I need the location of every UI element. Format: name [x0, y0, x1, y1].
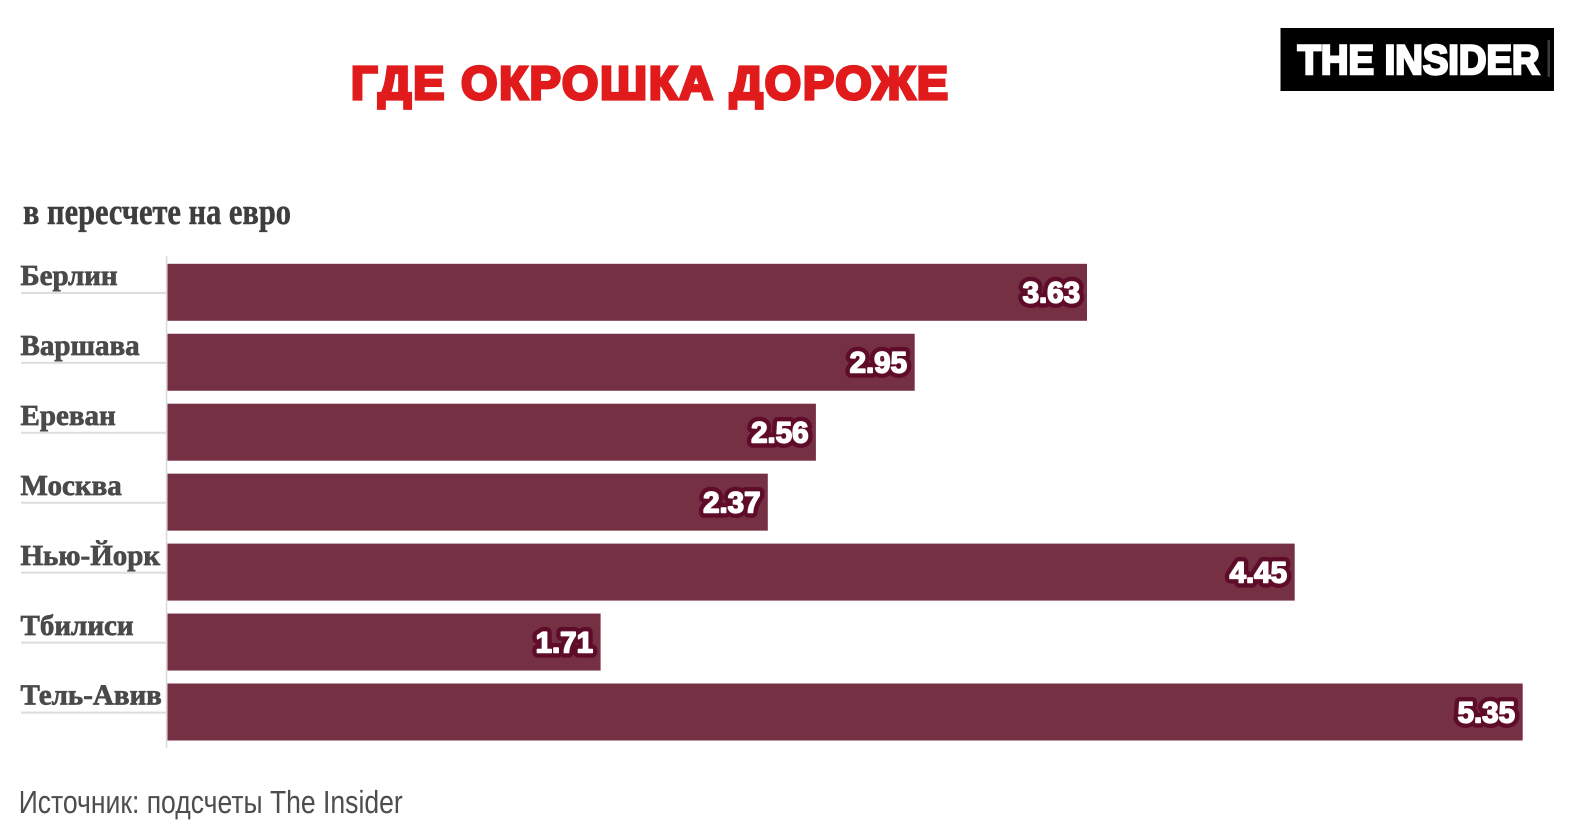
- svg-text:Ереван: Ереван: [21, 400, 116, 432]
- svg-text:Москва: Москва: [21, 470, 123, 502]
- svg-text:2.37: 2.37: [703, 486, 760, 519]
- svg-text:2.56: 2.56: [751, 417, 808, 450]
- svg-text:5.35: 5.35: [1458, 696, 1515, 729]
- svg-text:3.63: 3.63: [1023, 277, 1080, 310]
- svg-text:1.71: 1.71: [536, 626, 593, 659]
- svg-text:THE INSIDER: THE INSIDER: [1298, 37, 1540, 83]
- svg-text:2.37: 2.37: [703, 486, 760, 519]
- svg-text:2.95: 2.95: [850, 347, 907, 380]
- svg-text:1.71: 1.71: [536, 626, 593, 659]
- svg-text:Нью-Йорк: Нью-Йорк: [21, 540, 161, 572]
- svg-text:Берлин: Берлин: [21, 260, 118, 292]
- svg-text:4.45: 4.45: [1230, 556, 1287, 589]
- svg-text:ГДЕ ОКРОШКА ДОРОЖЕ: ГДЕ ОКРОШКА ДОРОЖЕ: [351, 57, 948, 109]
- svg-text:в пересчете на евро: в пересчете на евро: [23, 192, 291, 233]
- svg-text:Источник: подсчеты The Insider: Источник: подсчеты The Insider: [19, 784, 403, 820]
- svg-text:2.56: 2.56: [751, 417, 808, 450]
- svg-text:Тбилиси: Тбилиси: [21, 610, 134, 642]
- svg-text:Тель-Авив: Тель-Авив: [21, 680, 162, 712]
- svg-text:4.45: 4.45: [1230, 556, 1287, 589]
- svg-text:3.63: 3.63: [1023, 277, 1080, 310]
- svg-text:5.35: 5.35: [1458, 696, 1515, 729]
- svg-text:Варшава: Варшава: [21, 330, 141, 362]
- svg-text:2.95: 2.95: [850, 347, 907, 380]
